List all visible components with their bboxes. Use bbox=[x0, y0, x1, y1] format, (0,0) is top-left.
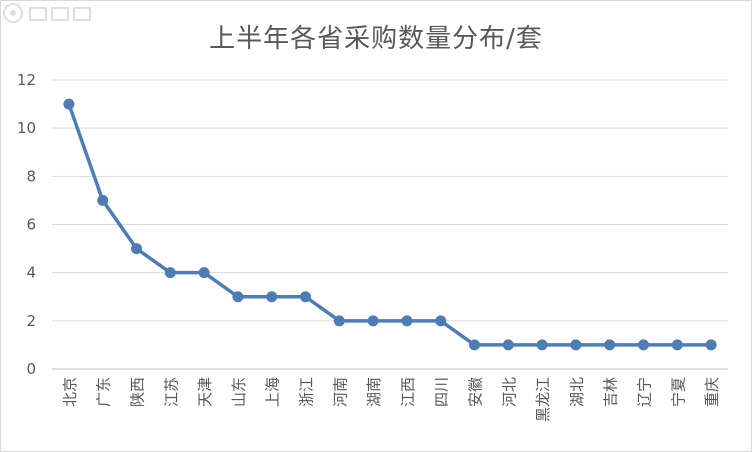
x-tick-label: 山东 bbox=[230, 377, 248, 407]
x-tick-label: 湖南 bbox=[365, 377, 383, 407]
x-tick-label: 重庆 bbox=[703, 377, 721, 407]
data-point bbox=[333, 315, 345, 327]
data-point bbox=[435, 315, 447, 327]
data-point bbox=[604, 339, 616, 351]
x-tick-label: 江西 bbox=[399, 377, 417, 407]
x-tick-label: 陕西 bbox=[129, 377, 147, 407]
x-tick-label: 辽宁 bbox=[636, 377, 654, 407]
x-tick-label: 黑龙江 bbox=[534, 377, 552, 422]
x-tick-label: 江苏 bbox=[162, 377, 180, 407]
x-tick-label: 浙江 bbox=[298, 377, 316, 407]
data-point bbox=[198, 267, 210, 279]
x-axis-ticks: 北京 广东 陕西 江苏 天津 山东 上海 浙江 河南 湖南 江西 四川 安徽 河北 黑龙江 湖北 吉林 辽宁 宁夏重… bbox=[61, 377, 721, 422]
data-point bbox=[97, 194, 109, 206]
x-tick-label: 安徽 bbox=[467, 377, 485, 407]
data-point bbox=[705, 339, 717, 351]
data-point bbox=[638, 339, 649, 351]
data-point bbox=[63, 98, 75, 110]
y-tick-label: 6 bbox=[26, 216, 36, 234]
x-tick-label: 湖北 bbox=[568, 377, 586, 407]
x-tick-label: 天津 bbox=[196, 377, 214, 407]
data-point bbox=[131, 243, 142, 255]
x-tick-label: 上海 bbox=[264, 377, 282, 407]
watermark-logo-icon bbox=[3, 3, 91, 23]
x-tick-label: 吉林 bbox=[602, 377, 620, 407]
y-tick-label: 2 bbox=[26, 312, 36, 330]
data-point bbox=[401, 315, 413, 327]
data-point bbox=[232, 291, 244, 303]
x-tick-label: 北京 bbox=[61, 377, 79, 407]
x-tick-label: 河北 bbox=[500, 377, 518, 407]
series-line bbox=[67, 103, 712, 347]
data-point bbox=[502, 339, 514, 351]
y-tick-label: 12 bbox=[17, 71, 36, 89]
y-tick-label: 4 bbox=[26, 264, 36, 282]
chart-title: 上半年各省采购数量分布/套 bbox=[209, 24, 543, 54]
data-point bbox=[367, 315, 379, 327]
y-axis-ticks: 0 2 4 6 8 10 12 bbox=[17, 71, 36, 378]
data-point bbox=[266, 291, 278, 303]
grid-layer bbox=[52, 79, 728, 370]
y-tick-label: 0 bbox=[26, 360, 36, 378]
x-tick-label: 四川 bbox=[433, 377, 451, 407]
data-point bbox=[300, 291, 311, 303]
x-tick-label: 广东 bbox=[95, 377, 113, 407]
y-tick-label: 8 bbox=[26, 167, 36, 185]
x-tick-label: 河南 bbox=[331, 377, 349, 407]
data-point bbox=[536, 339, 548, 351]
y-tick-label: 10 bbox=[17, 119, 36, 137]
data-point bbox=[164, 267, 176, 279]
x-tick-label: 宁夏 bbox=[669, 377, 687, 407]
data-point bbox=[671, 339, 683, 351]
data-point bbox=[570, 339, 582, 351]
series-layer bbox=[63, 98, 717, 351]
data-point bbox=[469, 339, 480, 351]
